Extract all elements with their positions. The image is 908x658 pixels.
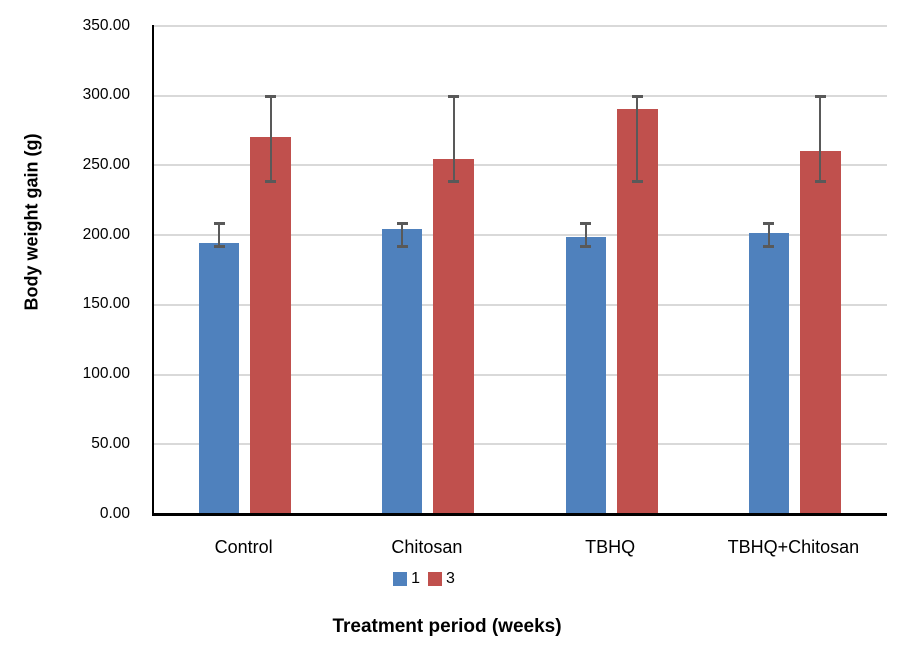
error-bar-cap [213,221,225,225]
bar [433,158,475,513]
y-tick-label: 300.00 [82,86,130,104]
y-tick-label: 100.00 [82,365,130,383]
bar [382,228,423,513]
y-tick-label: 50.00 [91,434,130,452]
error-bar [636,94,638,183]
x-category-label: Control [214,537,273,557]
x-category-label: Chitosan [391,537,463,557]
gridline [154,443,887,446]
bar [250,136,291,513]
error-bar [218,221,220,249]
error-bar [452,94,455,183]
gridline [154,25,887,27]
error-bar [584,221,587,249]
error-bar-cap [763,221,775,225]
y-tick-label: 350.00 [82,16,130,34]
gridline [154,234,887,237]
plot-area [152,25,887,516]
y-tick-label: 250.00 [82,155,130,173]
x-axis-title: Treatment period (weeks) [332,616,562,637]
legend-item: 3 [428,571,455,587]
error-bar [269,94,272,183]
error-bar [819,94,822,183]
bar [199,242,239,513]
legend-swatch [428,572,442,586]
y-tick-label: 150.00 [82,295,130,313]
bar [565,236,606,513]
x-category-label: TBHQ [585,537,636,557]
x-category-label: TBHQ+Chitosan [727,537,860,557]
gridline [154,94,887,97]
error-bar-cap [265,179,276,183]
y-tick-label: 0.00 [99,504,130,522]
y-tick-label: 200.00 [82,225,130,243]
error-bar-cap [448,179,460,183]
legend-label: 3 [446,570,455,587]
error-bar-cap [580,221,591,225]
error-bar-cap [213,245,225,249]
error-bar [767,221,770,249]
legend-label: 1 [411,570,420,587]
error-bar-cap [396,221,408,225]
bar [799,150,841,513]
error-bar-cap [265,94,276,98]
error-bar-cap [763,245,775,249]
legend-item: 1 [393,571,420,587]
error-bar-cap [814,94,826,98]
bar [748,232,789,513]
legend-swatch [393,572,408,586]
error-bar-cap [814,179,826,183]
error-bar-cap [631,179,643,183]
error-bar-cap [580,245,591,249]
error-bar-cap [396,245,408,249]
error-bar [401,221,404,249]
gridline [154,303,887,306]
error-bar-cap [448,94,460,98]
gridline [154,373,887,376]
gridline [154,164,887,167]
error-bar-cap [631,94,643,98]
